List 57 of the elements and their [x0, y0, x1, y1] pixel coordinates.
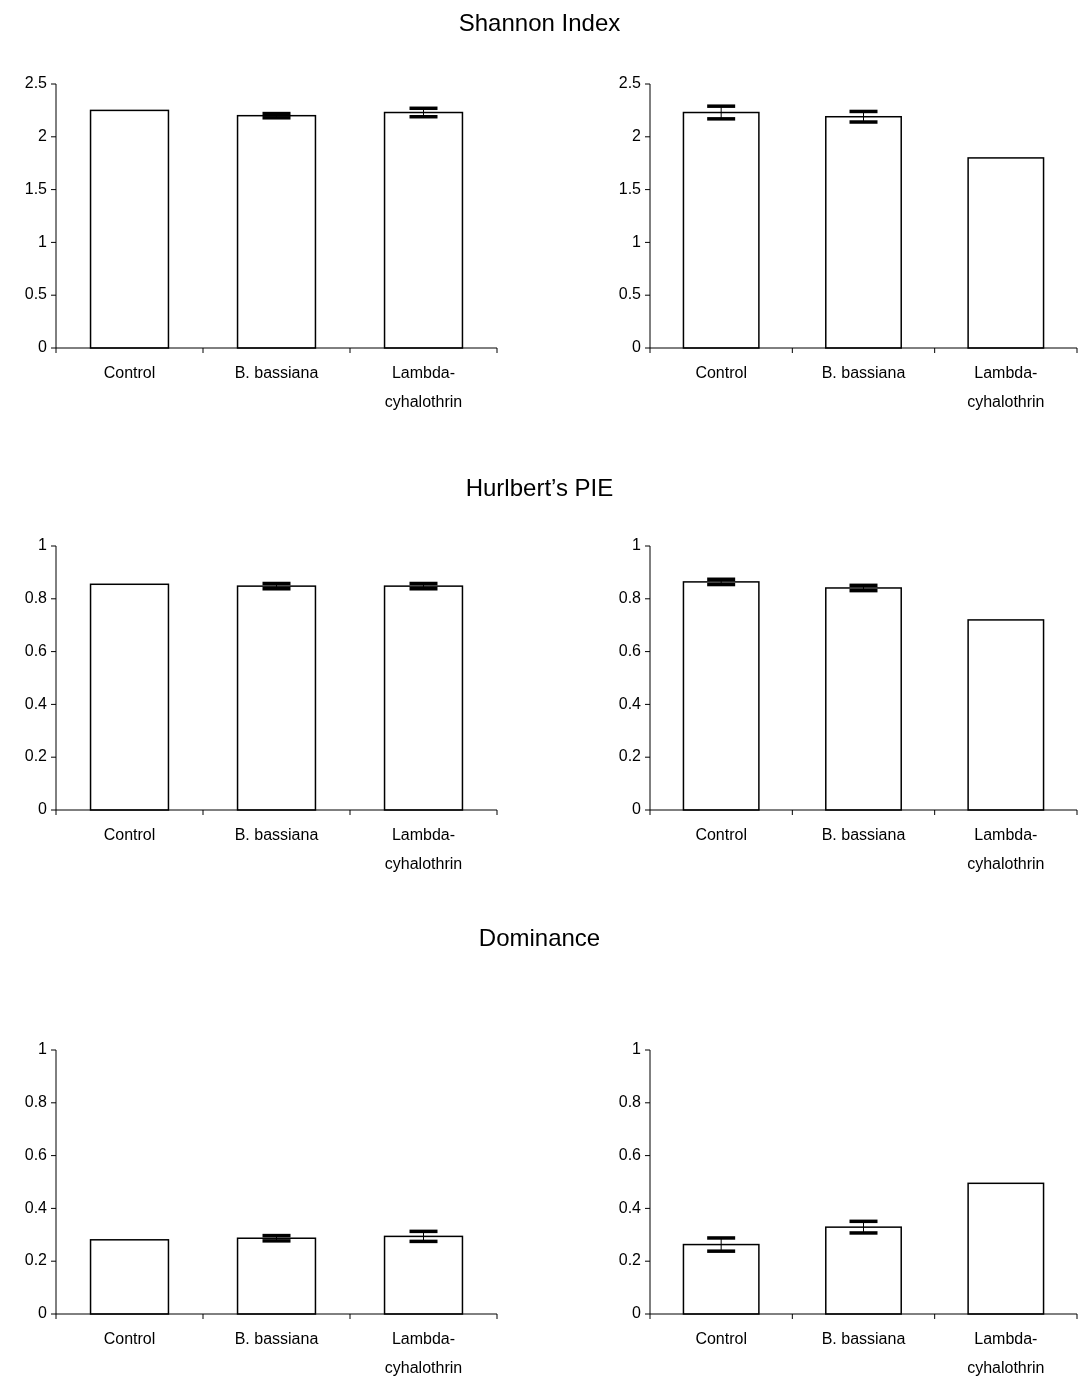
y-tick-label: 0.5: [24, 285, 48, 303]
y-tick-label: 1: [38, 232, 48, 250]
x-tick-label: Lambda-cyhalothrin: [967, 826, 1045, 872]
x-tick-label: Control: [103, 826, 156, 843]
y-tick-label: 0.6: [618, 1145, 642, 1163]
x-tick-label: Lambda-cyhalothrin: [384, 1330, 463, 1376]
x-tick-label: B. bassiana: [234, 1330, 319, 1347]
y-tick-label: 0.6: [24, 641, 48, 659]
y-tick-label: 0.4: [24, 1198, 48, 1216]
x-tick-label: Control: [695, 1330, 747, 1347]
x-tick-label: B. bassiana: [821, 1330, 906, 1347]
x-tick-label: B. bassiana: [234, 364, 319, 381]
y-tick-label: 1: [632, 536, 642, 554]
y-tick-label: 0: [632, 338, 642, 356]
x-tick-label: Lambda-cyhalothrin: [967, 364, 1045, 410]
y-tick-label: 0.2: [24, 747, 48, 765]
y-tick-label: 0: [38, 800, 48, 818]
y-tick-label: 0.4: [618, 1198, 642, 1216]
x-tick-label: Control: [103, 1330, 156, 1347]
chart-title: Hurlbert’s PIE: [465, 474, 614, 502]
y-tick-label: 0.6: [24, 1145, 48, 1163]
x-tick-label: Lambda-cyhalothrin: [967, 1330, 1045, 1376]
y-tick-label: 0.8: [24, 1093, 48, 1111]
y-tick-label: 0.2: [618, 1251, 642, 1269]
y-tick-label: 2.5: [618, 74, 642, 92]
y-tick-label: 0.8: [618, 589, 642, 607]
y-tick-label: 2: [632, 127, 642, 145]
y-tick-label: 0.5: [618, 285, 642, 303]
x-tick-label: Control: [695, 826, 747, 843]
y-tick-label: 0: [632, 1304, 642, 1322]
chart-title: Dominance: [478, 924, 601, 952]
y-tick-label: 0: [632, 800, 642, 818]
y-tick-label: 0.4: [24, 694, 48, 712]
x-tick-label: B. bassiana: [234, 826, 319, 843]
x-tick-label: B. bassiana: [821, 826, 906, 843]
y-tick-label: 0.8: [618, 1093, 642, 1111]
y-tick-label: 0.8: [24, 589, 48, 607]
y-tick-label: 0.2: [618, 747, 642, 765]
x-tick-label: B. bassiana: [821, 364, 906, 381]
y-tick-label: 0.6: [618, 641, 642, 659]
y-tick-label: 1: [632, 232, 642, 250]
chart-title: Shannon Index: [458, 9, 621, 37]
y-tick-label: 2.5: [24, 74, 48, 92]
x-tick-label: Control: [695, 364, 747, 381]
y-tick-label: 1.5: [24, 179, 48, 197]
y-tick-label: 0: [38, 338, 48, 356]
y-tick-label: 1: [38, 1040, 48, 1058]
y-tick-label: 1.5: [618, 179, 642, 197]
x-tick-label: Lambda-cyhalothrin: [384, 826, 463, 872]
y-tick-label: 2: [38, 127, 48, 145]
y-tick-label: 0.4: [618, 694, 642, 712]
x-tick-label: Control: [103, 364, 156, 381]
y-tick-label: 1: [38, 536, 48, 554]
y-tick-label: 0: [38, 1304, 48, 1322]
y-tick-label: 0.2: [24, 1251, 48, 1269]
x-tick-label: Lambda-cyhalothrin: [384, 364, 463, 410]
y-tick-label: 1: [632, 1040, 642, 1058]
